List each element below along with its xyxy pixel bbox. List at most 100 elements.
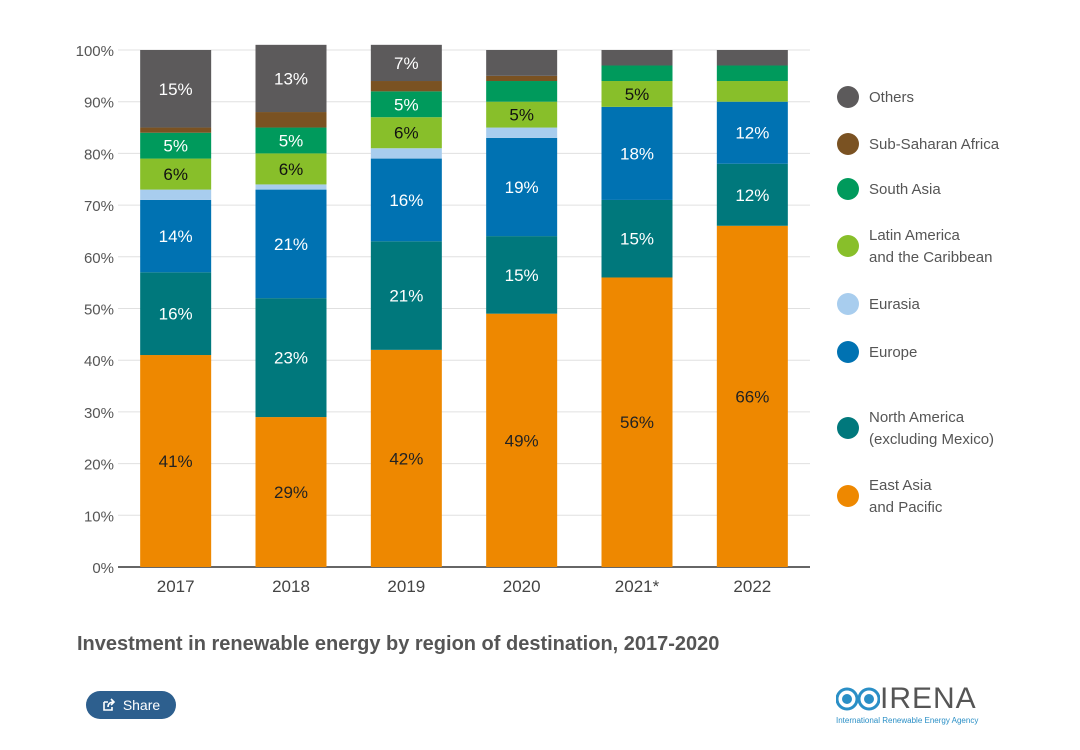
data-label: 41%	[159, 452, 193, 471]
legend-swatch	[837, 235, 859, 257]
bar-segment	[716, 65, 788, 82]
share-icon	[103, 698, 115, 711]
bar-segment	[370, 158, 442, 242]
legend-swatch	[837, 293, 859, 315]
irena-logo: IRENA International Renewable Energy Age…	[835, 682, 978, 725]
data-label: 7%	[394, 54, 419, 73]
share-button[interactable]: Share	[86, 691, 176, 719]
bar-segment	[716, 81, 788, 102]
data-label: 5%	[625, 85, 650, 104]
data-label: 15%	[620, 230, 654, 249]
x-tick-label: 2020	[503, 577, 541, 596]
data-label: 5%	[509, 106, 534, 125]
data-label: 49%	[505, 431, 539, 450]
bar-segment	[255, 44, 327, 113]
legend-swatch	[837, 485, 859, 507]
y-tick-label: 0%	[92, 560, 114, 577]
data-label: 5%	[279, 131, 304, 150]
bar-segment	[486, 127, 558, 138]
y-tick-label: 100%	[76, 43, 114, 60]
data-label: 6%	[279, 160, 304, 179]
bar-segment	[370, 91, 442, 118]
bar-segment	[140, 272, 212, 356]
data-label: 15%	[159, 80, 193, 99]
bar-segment	[370, 81, 442, 92]
legend-swatch	[837, 178, 859, 200]
bar-segment	[370, 241, 442, 350]
bar-segment	[601, 81, 673, 107]
y-tick-label: 70%	[84, 198, 114, 215]
y-tick-label: 90%	[84, 95, 114, 112]
bar-segment	[601, 50, 673, 66]
data-label: 21%	[274, 235, 308, 254]
logo-name: IRENA	[880, 682, 977, 715]
bar-segment	[255, 184, 327, 190]
bar-segment	[716, 225, 788, 567]
legend-label: Others	[869, 89, 914, 106]
bar-segment	[486, 313, 558, 567]
legend-swatch	[837, 86, 859, 108]
logo-subtitle: International Renewable Energy Agency	[836, 716, 979, 725]
data-label: 16%	[159, 305, 193, 324]
bar-segment	[486, 75, 558, 82]
bar-segment	[486, 236, 558, 314]
y-tick-label: 20%	[84, 457, 114, 474]
legend-label: North America	[869, 409, 965, 426]
bar-segment	[601, 199, 673, 278]
y-tick-label: 80%	[84, 146, 114, 163]
bar-segment	[370, 117, 442, 149]
bar-segment	[601, 65, 673, 82]
x-tick-label: 2018	[272, 577, 310, 596]
bar-segment	[140, 199, 212, 273]
legend-label: South Asia	[869, 181, 941, 198]
stacked-bar-chart: 0% 10% 20% 30% 40% 50% 60% 70% 80% 90% 100% 41% 16% 1…	[76, 43, 1000, 596]
bar-segment	[601, 277, 673, 567]
data-label: 5%	[394, 95, 419, 114]
data-label: 23%	[274, 349, 308, 368]
data-label: 12%	[735, 186, 769, 205]
bar-segment	[140, 127, 212, 133]
y-tick-label: 30%	[84, 405, 114, 422]
legend-swatch	[837, 417, 859, 439]
y-tick-label: 40%	[84, 353, 114, 370]
bar-segment	[140, 132, 212, 159]
bar-segment	[255, 417, 327, 567]
legend-swatch	[837, 133, 859, 155]
legend-label: East Asia	[869, 477, 932, 494]
bar-segment	[486, 50, 558, 76]
data-label: 13%	[274, 69, 308, 88]
data-label: 5%	[163, 137, 188, 156]
x-tick-label: 2022	[733, 577, 771, 596]
data-label: 16%	[389, 191, 423, 210]
legend-label: Europe	[869, 344, 917, 361]
data-label: 6%	[394, 124, 419, 143]
data-label: 56%	[620, 413, 654, 432]
data-label: 14%	[159, 227, 193, 246]
bar-segment	[255, 153, 327, 185]
x-tick-label: 2017	[157, 577, 195, 596]
x-tick-label: 2021*	[615, 577, 660, 596]
bar-segment	[601, 106, 673, 200]
legend-label: and Pacific	[869, 499, 943, 516]
legend-label: Sub-Saharan Africa	[869, 136, 1000, 153]
legend-label: and the Caribbean	[869, 249, 992, 266]
legend-label: (excluding Mexico)	[869, 431, 994, 448]
data-label: 21%	[389, 287, 423, 306]
bar-segment	[255, 112, 327, 128]
data-label: 19%	[505, 178, 539, 197]
bar-segment	[255, 127, 327, 154]
data-label: 66%	[735, 387, 769, 406]
y-tick-label: 10%	[84, 508, 114, 525]
legend-label: Eurasia	[869, 296, 921, 313]
bar-segment	[370, 349, 442, 567]
legend-swatch	[837, 341, 859, 363]
bar-segment	[140, 189, 212, 200]
bar-segment	[486, 137, 558, 237]
bar-segment	[370, 148, 442, 159]
y-tick-label: 50%	[84, 302, 114, 319]
y-tick-label: 60%	[84, 250, 114, 267]
data-label: 29%	[274, 483, 308, 502]
bar-segment	[255, 298, 327, 418]
chart-title: Investment in renewable energy by region…	[77, 633, 720, 655]
